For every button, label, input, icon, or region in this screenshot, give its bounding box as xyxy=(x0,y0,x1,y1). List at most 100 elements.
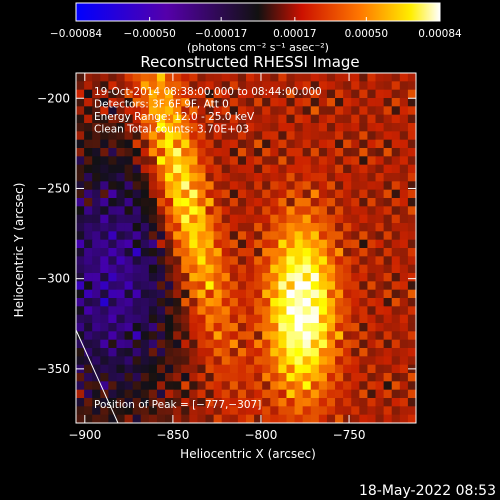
heatmap-cell xyxy=(367,106,377,116)
heatmap-cell xyxy=(302,331,312,341)
heatmap-cell xyxy=(254,123,263,132)
heatmap-cell xyxy=(391,223,401,232)
heatmap-cell xyxy=(100,198,109,207)
heatmap-cell xyxy=(310,123,320,132)
heatmap-cell xyxy=(229,139,239,149)
heatmap-cell xyxy=(92,106,101,116)
heatmap-cell xyxy=(116,339,126,349)
heatmap-cell xyxy=(181,289,190,299)
heatmap-cell xyxy=(407,164,416,174)
heatmap-cell xyxy=(92,331,101,341)
heatmap-cell xyxy=(100,323,109,332)
heatmap-cell xyxy=(181,281,190,291)
heatmap-cell xyxy=(237,314,247,324)
heatmap-cell xyxy=(254,273,263,282)
heatmap-cell xyxy=(278,289,288,299)
heatmap-cell xyxy=(213,314,223,324)
heatmap-cell xyxy=(156,198,166,207)
heatmap-cell xyxy=(84,189,93,199)
heatmap-cell xyxy=(229,289,239,299)
heatmap-cell xyxy=(156,89,166,99)
heatmap-cell xyxy=(270,181,279,191)
heatmap-cell xyxy=(108,89,118,99)
heatmap-cell xyxy=(213,323,223,332)
heatmap-cell xyxy=(351,89,360,99)
heatmap-cell xyxy=(326,331,336,341)
heatmap-cell xyxy=(302,306,312,316)
heatmap-cell xyxy=(92,231,101,241)
heatmap-cell xyxy=(237,189,247,199)
heatmap-cell xyxy=(367,198,377,207)
heatmap-cell xyxy=(262,348,271,357)
heatmap-cell xyxy=(294,89,304,99)
heatmap-cell xyxy=(189,139,199,149)
heatmap-cell xyxy=(213,223,223,232)
heatmap-cell xyxy=(237,323,247,332)
heatmap-cell xyxy=(165,264,174,274)
heatmap-cell xyxy=(124,281,134,291)
heatmap-cell xyxy=(116,389,126,399)
heatmap-cell xyxy=(343,356,352,366)
heatmap-cell xyxy=(367,356,377,366)
heatmap-cell xyxy=(270,139,279,149)
heatmap-cell xyxy=(197,314,207,324)
heatmap-cell xyxy=(326,248,336,257)
heatmap-cell xyxy=(375,106,385,116)
heatmap-cell xyxy=(399,223,409,232)
heatmap-cell xyxy=(343,181,352,191)
heatmap-cell xyxy=(302,239,312,249)
heatmap-cell xyxy=(173,164,182,174)
heatmap-cell xyxy=(189,339,199,349)
heatmap-cell xyxy=(270,256,279,266)
heatmap-cell xyxy=(173,314,182,324)
heatmap-cell xyxy=(100,81,109,91)
heatmap-cell xyxy=(254,381,263,391)
heatmap-cell xyxy=(92,281,101,291)
heatmap-cell xyxy=(367,381,377,391)
heatmap-cell xyxy=(124,331,134,341)
heatmap-cell xyxy=(229,231,239,241)
heatmap-cell xyxy=(197,239,207,249)
heatmap-cell xyxy=(165,164,174,174)
heatmap-cell xyxy=(351,314,360,324)
heatmap-cell xyxy=(343,256,352,266)
heatmap-cell xyxy=(124,314,134,324)
heatmap-cell xyxy=(108,264,118,274)
heatmap-cell xyxy=(383,281,393,291)
heatmap-cell xyxy=(140,89,150,99)
heatmap-cell xyxy=(286,373,296,382)
heatmap-cell xyxy=(84,256,93,266)
heatmap-cell xyxy=(262,164,271,174)
heatmap-cell xyxy=(132,81,142,91)
heatmap-cell xyxy=(132,206,142,216)
heatmap-cell xyxy=(254,139,263,149)
heatmap-cell xyxy=(254,389,263,399)
heatmap-cell xyxy=(335,89,344,99)
heatmap-cell xyxy=(286,323,296,332)
heatmap-cell xyxy=(148,164,158,174)
heatmap-cell xyxy=(205,306,215,316)
heatmap-cell xyxy=(318,273,328,282)
heatmap-cell xyxy=(391,173,401,182)
heatmap-cell xyxy=(318,306,328,316)
heatmap-cell xyxy=(76,381,85,391)
heatmap-cell xyxy=(173,156,182,166)
heatmap-cell xyxy=(294,323,304,332)
heatmap-cell xyxy=(221,231,231,241)
heatmap-cell xyxy=(310,73,320,82)
heatmap-cell xyxy=(84,348,93,357)
heatmap-cell xyxy=(108,198,118,207)
heatmap-cell xyxy=(254,298,263,307)
heatmap-cell xyxy=(262,89,271,99)
heatmap-cell xyxy=(100,156,109,166)
heatmap-cell xyxy=(124,89,134,99)
heatmap-cell xyxy=(132,73,142,82)
heatmap-cell xyxy=(375,314,385,324)
heatmap-cell xyxy=(407,339,416,349)
heatmap-cell xyxy=(359,239,369,249)
heatmap-cell xyxy=(165,81,174,91)
heatmap-cell xyxy=(391,314,401,324)
heatmap-cell xyxy=(359,356,369,366)
heatmap-cell xyxy=(359,206,369,216)
heatmap-cell xyxy=(237,114,247,124)
